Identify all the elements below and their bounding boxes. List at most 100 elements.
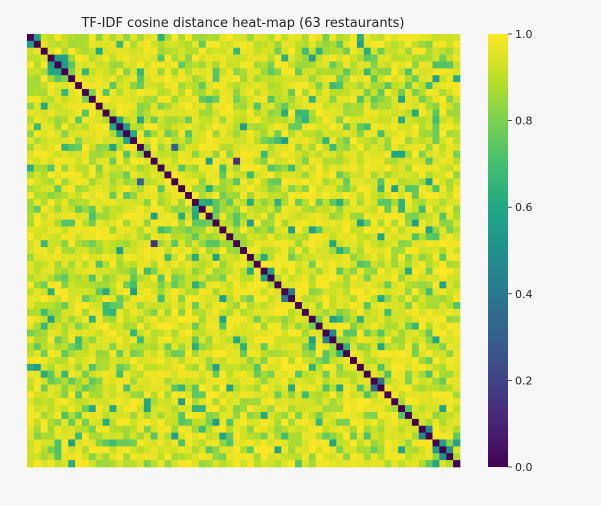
- heatmap-cell: [116, 185, 124, 193]
- heatmap-cell: [136, 460, 145, 468]
- heatmap-cell: [281, 377, 289, 385]
- heatmap-cell: [95, 164, 103, 172]
- heatmap-cell: [295, 178, 303, 186]
- heatmap-cell: [418, 398, 426, 406]
- heatmap-cell: [171, 446, 179, 454]
- heatmap-cell: [171, 322, 179, 330]
- heatmap-cell: [68, 137, 76, 145]
- heatmap-cell: [54, 247, 62, 255]
- heatmap-cell: [308, 377, 317, 385]
- heatmap-cell: [446, 143, 454, 152]
- heatmap-cell: [253, 453, 262, 461]
- heatmap-cell: [226, 446, 234, 454]
- heatmap-cell: [171, 302, 179, 310]
- heatmap-cell: [185, 253, 193, 262]
- heatmap-cell: [308, 460, 317, 468]
- heatmap-cell: [295, 137, 303, 145]
- heatmap-cell: [240, 295, 248, 303]
- heatmap-cell: [336, 336, 344, 344]
- heatmap-cell: [75, 212, 83, 220]
- heatmap-cell: [61, 343, 69, 351]
- heatmap-cell: [446, 302, 454, 310]
- heatmap-cell: [95, 198, 103, 207]
- heatmap-cell: [143, 295, 152, 303]
- heatmap-cell: [329, 274, 337, 282]
- heatmap-cell: [405, 384, 413, 392]
- heatmap-cell: [288, 343, 296, 351]
- heatmap-cell: [315, 253, 323, 262]
- heatmap-cell: [157, 143, 165, 152]
- heatmap-cell: [439, 233, 447, 241]
- heatmap-cell: [343, 357, 351, 365]
- heatmap-cell: [205, 295, 213, 303]
- heatmap-cell: [308, 446, 317, 454]
- heatmap-cell: [343, 302, 351, 310]
- heatmap-cell: [68, 446, 76, 454]
- heatmap-cell: [260, 178, 268, 186]
- heatmap-cell: [109, 295, 117, 303]
- heatmap-cell: [391, 425, 399, 433]
- heatmap-cell: [150, 432, 158, 440]
- heatmap-cell: [288, 370, 296, 378]
- heatmap-cell: [68, 274, 76, 282]
- heatmap-cell: [240, 398, 248, 406]
- heatmap-cell: [191, 123, 200, 131]
- heatmap-cell: [432, 357, 440, 365]
- heatmap-cell: [274, 343, 282, 351]
- heatmap-cell: [191, 88, 200, 97]
- heatmap-cell: [171, 315, 179, 324]
- heatmap-cell: [377, 308, 385, 317]
- heatmap-cell: [274, 40, 282, 49]
- heatmap-cell: [246, 446, 255, 454]
- heatmap-cell: [418, 205, 426, 214]
- heatmap-cell: [439, 336, 447, 344]
- heatmap-cell: [301, 329, 310, 337]
- heatmap-cell: [88, 315, 97, 324]
- heatmap-cell: [295, 47, 303, 55]
- heatmap-cell: [116, 123, 124, 131]
- heatmap-cell: [425, 88, 433, 97]
- heatmap-cell: [150, 240, 158, 248]
- heatmap-cell: [411, 432, 420, 440]
- heatmap-cell: [212, 40, 220, 49]
- heatmap-cell: [212, 192, 220, 200]
- heatmap-cell: [198, 253, 207, 262]
- heatmap-cell: [425, 137, 433, 145]
- heatmap-cell: [301, 116, 310, 124]
- heatmap-cell: [33, 295, 42, 303]
- heatmap-cell: [88, 391, 97, 399]
- heatmap-cell: [205, 164, 213, 172]
- heatmap-cell: [329, 143, 337, 152]
- heatmap-cell: [295, 171, 303, 179]
- heatmap-cell: [219, 150, 227, 159]
- heatmap-cell: [350, 357, 358, 365]
- heatmap-cell: [136, 157, 145, 165]
- heatmap-cell: [68, 164, 76, 172]
- heatmap-cell: [157, 54, 165, 62]
- heatmap-cell: [267, 453, 275, 461]
- heatmap-cell: [418, 446, 426, 454]
- heatmap-cell: [274, 130, 282, 138]
- heatmap-cell: [240, 109, 248, 117]
- heatmap-cell: [246, 226, 255, 234]
- heatmap-cell: [295, 226, 303, 234]
- heatmap-cell: [81, 274, 90, 282]
- heatmap-cell: [446, 446, 454, 454]
- heatmap-cell: [40, 102, 48, 110]
- heatmap-cell: [191, 329, 200, 337]
- heatmap-cell: [233, 192, 241, 200]
- heatmap-cell: [377, 343, 385, 351]
- heatmap-cell: [267, 267, 275, 275]
- heatmap-cell: [219, 350, 227, 358]
- heatmap-cell: [356, 109, 365, 117]
- heatmap-cell: [185, 212, 193, 220]
- heatmap-cell: [205, 47, 213, 55]
- heatmap-cell: [212, 205, 220, 214]
- heatmap-cell: [411, 363, 420, 372]
- heatmap-cell: [322, 54, 330, 62]
- heatmap-cell: [295, 82, 303, 90]
- heatmap-cell: [47, 54, 55, 62]
- heatmap-cell: [281, 343, 289, 351]
- heatmap-cell: [281, 212, 289, 220]
- heatmap-cell: [185, 157, 193, 165]
